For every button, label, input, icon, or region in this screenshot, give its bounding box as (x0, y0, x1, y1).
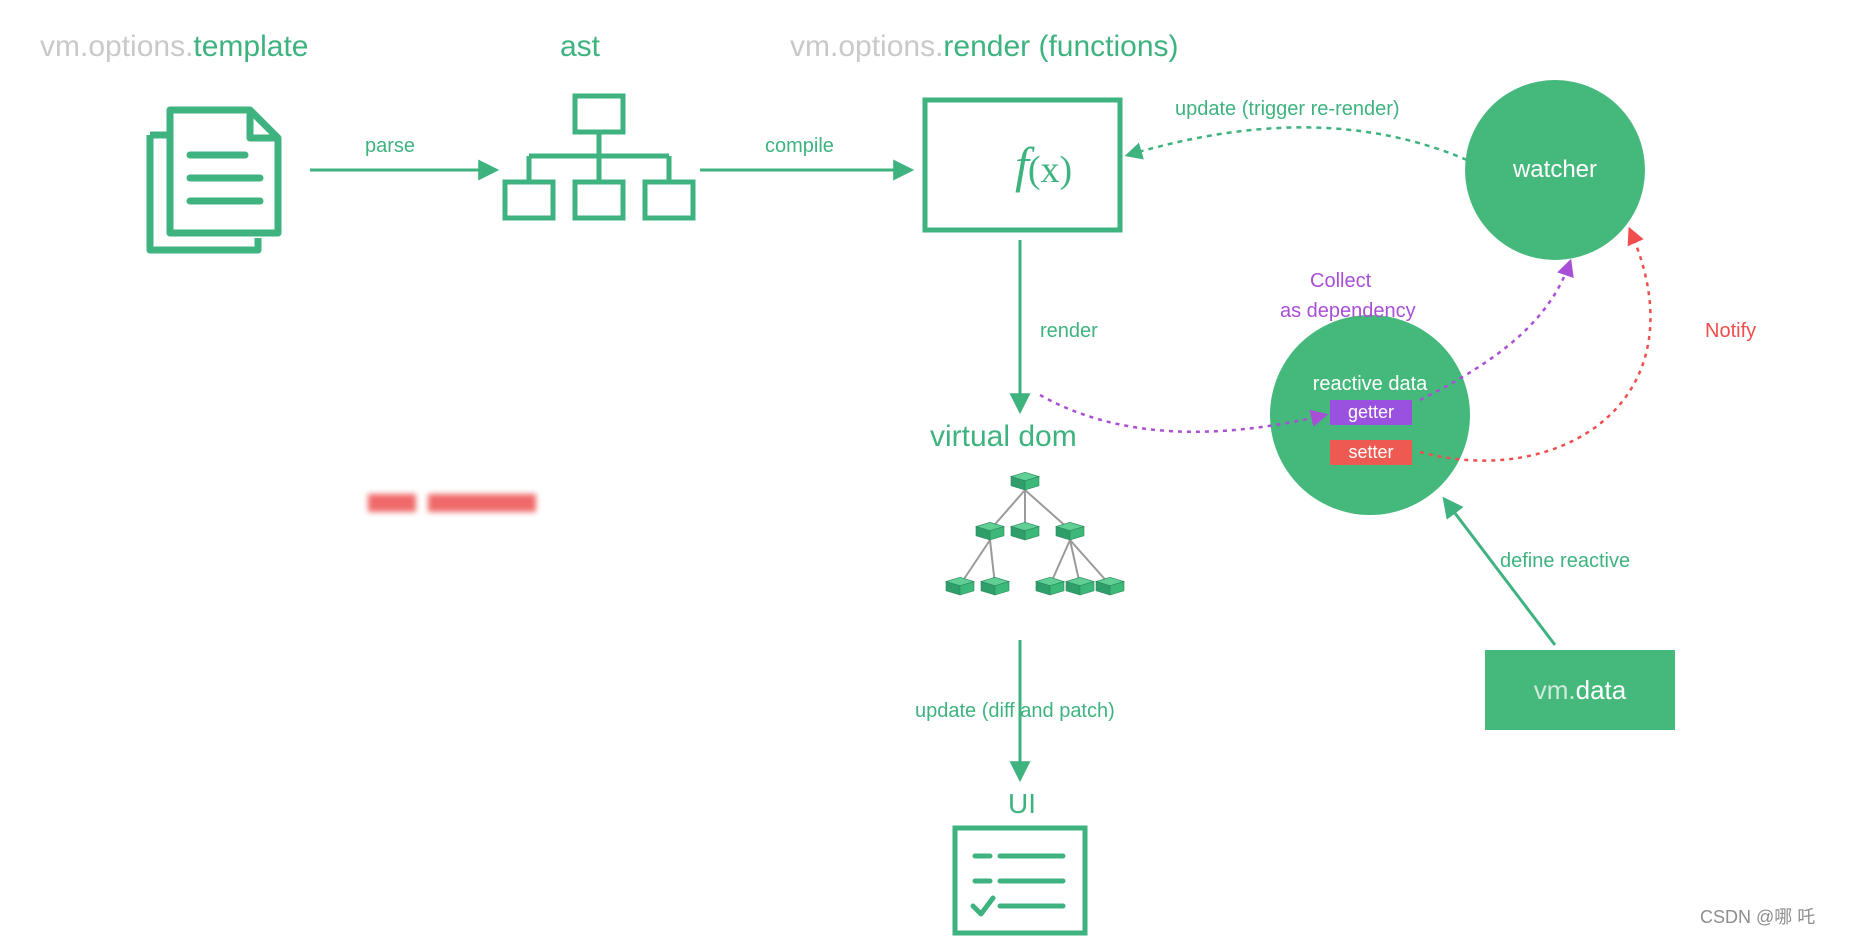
heading-template: vm.options.template (40, 30, 308, 64)
diagram-stage: vm.options.template ast vm.options.rende… (0, 0, 1866, 938)
label-define-reactive: define reactive (1500, 550, 1630, 573)
heading-render-prefix: vm.options. (790, 30, 943, 63)
watcher-label: watcher (1513, 156, 1597, 184)
label-render: render (1040, 320, 1098, 343)
document-icon (150, 110, 278, 250)
label-parse: parse (365, 135, 415, 158)
heading-ast: ast (560, 30, 600, 64)
vmdata-prefix: vm. (1534, 675, 1576, 705)
reactive-title: reactive data (1313, 373, 1428, 396)
label-update-trigger: update (trigger re-render) (1175, 98, 1400, 121)
ast-tree-icon (505, 96, 693, 218)
redacted-watermark (368, 488, 536, 518)
heading-render: vm.options.render (functions) (790, 30, 1179, 64)
label-compile: compile (765, 135, 834, 158)
watcher-node: watcher (1465, 80, 1645, 260)
watermark-text: CSDN @哪 吒 (1700, 903, 1815, 929)
label-collect-1: Collect (1310, 270, 1371, 293)
heading-render-main: render (functions) (943, 30, 1178, 63)
heading-ui: UI (1008, 788, 1036, 820)
vmdata-main: data (1576, 675, 1627, 705)
label-notify: Notify (1705, 320, 1756, 343)
label-collect-2: as dependency (1280, 300, 1416, 323)
setter-badge: setter (1330, 440, 1412, 465)
ui-box-icon (955, 828, 1085, 933)
label-update-diff: update (diff and patch) (915, 700, 1115, 723)
vdom-tree-icon (946, 472, 1124, 595)
curve-update-trigger (1128, 127, 1467, 160)
render-function-box: f (x) (925, 100, 1120, 230)
heading-template-prefix: vm.options. (40, 30, 193, 63)
getter-badge: getter (1330, 400, 1412, 425)
heading-virtual-dom: virtual dom (930, 420, 1077, 454)
heading-template-main: template (193, 30, 308, 63)
vm-data-box: vm.data (1485, 650, 1675, 730)
svg-text:f: f (1015, 137, 1035, 193)
svg-text:(x): (x) (1028, 149, 1072, 191)
